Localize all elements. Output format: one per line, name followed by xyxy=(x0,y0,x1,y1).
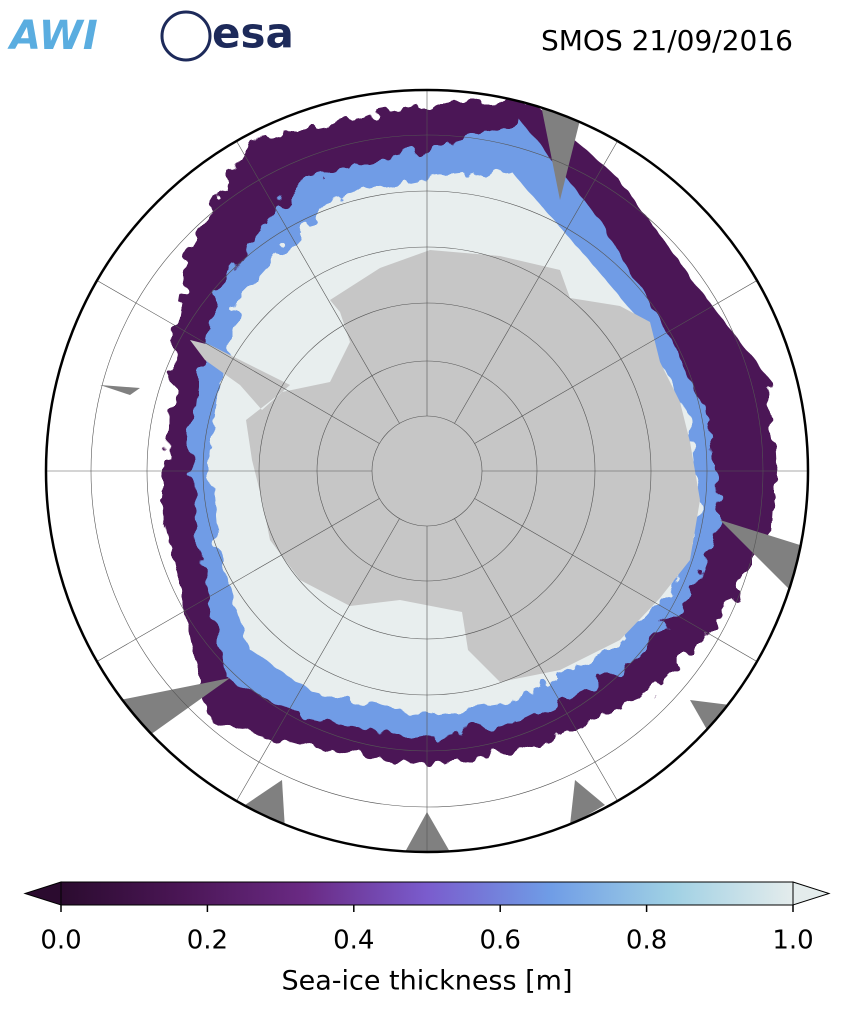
map-frame xyxy=(44,88,810,854)
meridian xyxy=(80,498,380,672)
antarctica xyxy=(190,250,700,682)
no-data-wedges xyxy=(100,100,800,852)
colorbar-tick-label: 0.2 xyxy=(187,926,228,956)
meridian xyxy=(474,498,774,672)
meridian xyxy=(454,124,628,424)
esa-logo: esa xyxy=(212,9,294,58)
colorbar-extend-low xyxy=(23,881,62,906)
colorbar-tick-label: 0.8 xyxy=(626,926,667,956)
colorbar xyxy=(23,881,831,912)
graticule xyxy=(46,90,808,852)
colorbar-tick-label: 0.6 xyxy=(480,926,521,956)
esa-emblem xyxy=(160,10,212,62)
colorbar-extend-high xyxy=(792,881,831,906)
colorbar-tick-label: 1.0 xyxy=(772,926,813,956)
awi-logo: AWI xyxy=(7,13,98,59)
colorbar-tick-label: 0.0 xyxy=(40,926,81,956)
colorbar-tick-label: 0.4 xyxy=(333,926,374,956)
meridian xyxy=(474,270,774,444)
title: SMOS 21/09/2016 xyxy=(541,24,793,57)
meridian xyxy=(80,270,380,444)
map xyxy=(46,90,808,852)
meridian xyxy=(454,518,628,818)
logos: AWI esa xyxy=(7,9,294,62)
colorbar-label: Sea-ice thickness [m] xyxy=(281,966,572,997)
colorbar-gradient xyxy=(60,881,794,906)
meridian xyxy=(226,124,400,424)
meridian xyxy=(226,518,400,818)
